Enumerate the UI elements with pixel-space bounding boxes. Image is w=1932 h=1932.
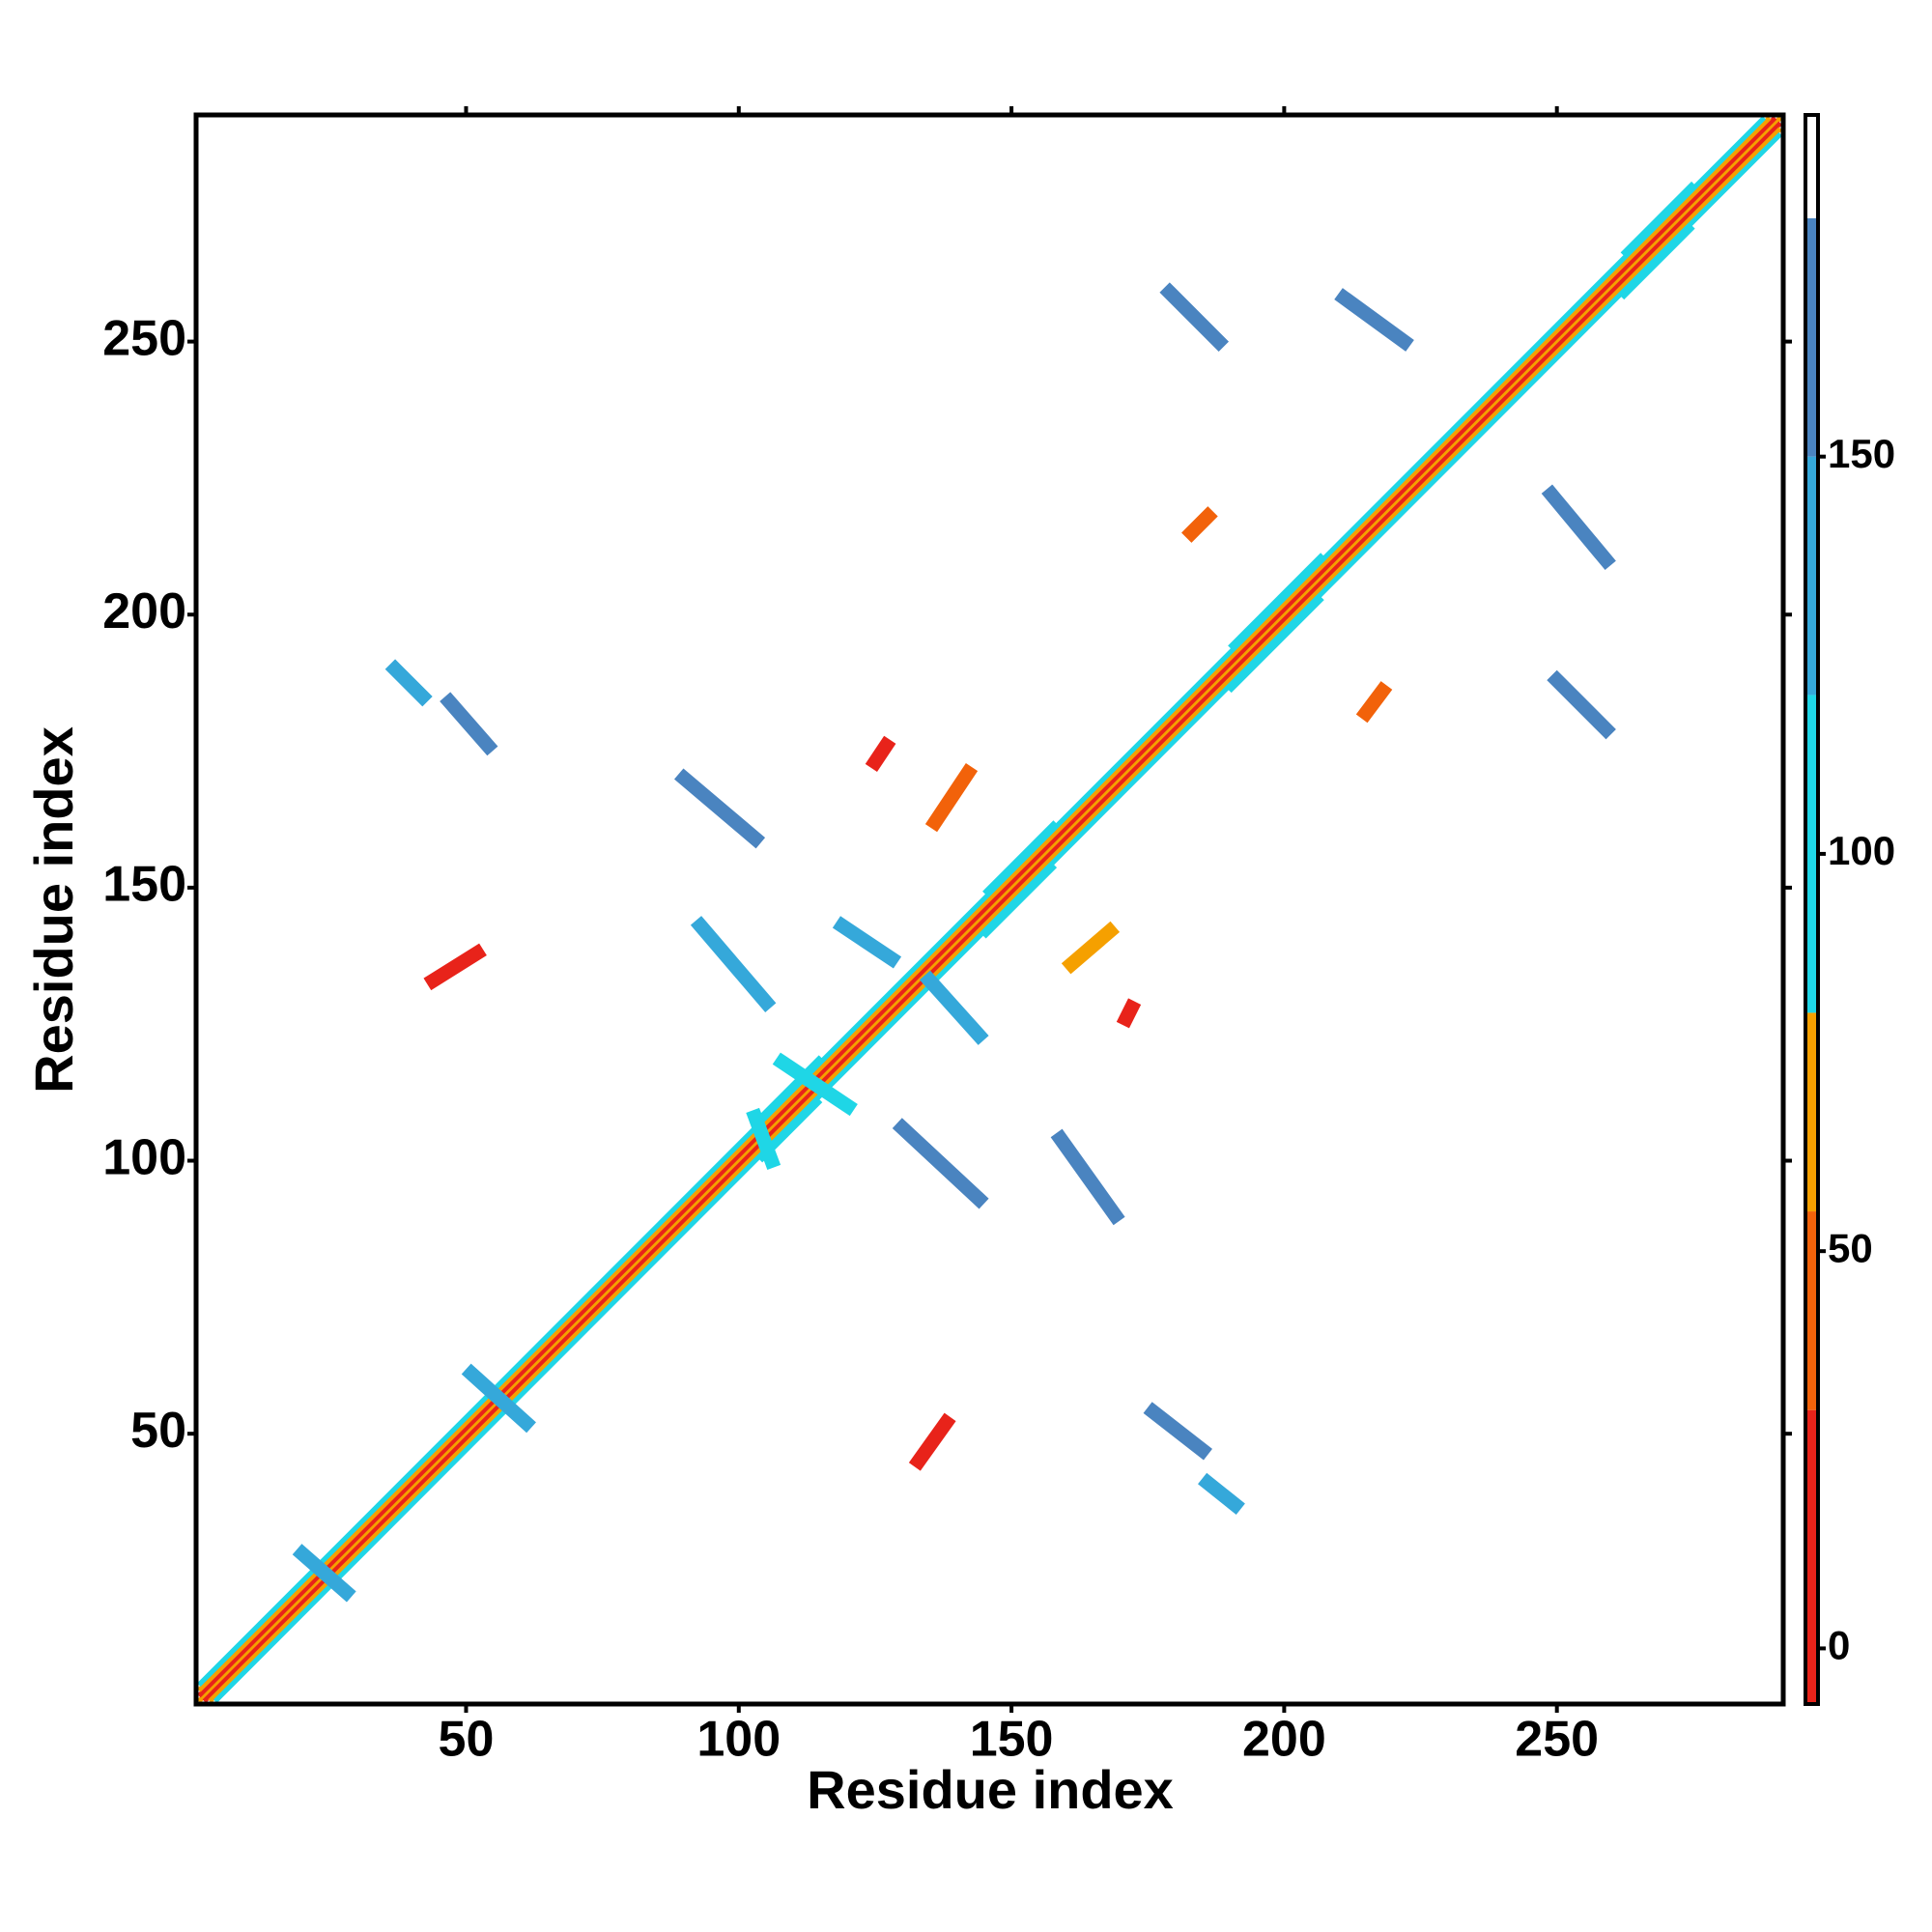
contact-streak xyxy=(920,970,989,1045)
x-tick-label: 250 xyxy=(1515,1712,1599,1768)
contact-streak xyxy=(924,762,979,833)
diagonal-band xyxy=(202,121,1782,1703)
diagonal-band xyxy=(758,1055,823,1120)
x-tick-label: 50 xyxy=(439,1712,495,1768)
contact-streak xyxy=(1116,998,1142,1029)
x-tick-label: 200 xyxy=(1242,1712,1326,1768)
y-tick-label: 150 xyxy=(102,857,186,913)
diagonal-band xyxy=(1620,225,1695,300)
x-tick-label: 150 xyxy=(970,1712,1054,1768)
diagonal-band xyxy=(197,116,1772,1692)
diagonal-band xyxy=(197,116,1777,1698)
colorbar-tick-label: 150 xyxy=(1828,431,1895,476)
contact-streak xyxy=(772,1052,858,1117)
x-axis-title: Residue index xyxy=(807,1759,1174,1820)
contact-streak xyxy=(832,916,902,969)
contact-streak xyxy=(461,1363,536,1434)
colorbar-tick-label: 50 xyxy=(1828,1225,1873,1270)
contact-streak xyxy=(423,943,487,991)
colorbar-frame xyxy=(1804,113,1820,1706)
colorbar-tick-label: 100 xyxy=(1828,828,1895,873)
contact-streak xyxy=(1355,681,1393,724)
contact-streak xyxy=(892,1118,989,1209)
contact-streak xyxy=(1547,669,1616,740)
y-tick-label: 200 xyxy=(102,583,186,639)
diagonal-band xyxy=(1620,181,1695,256)
diagonal-band xyxy=(213,131,1782,1703)
diagonal-band xyxy=(197,116,1767,1688)
contact-streak xyxy=(690,916,777,1012)
y-tick-label: 50 xyxy=(130,1403,186,1459)
contact-streak xyxy=(292,1544,356,1603)
contact-streak xyxy=(1050,1128,1125,1226)
contact-streak xyxy=(384,659,433,707)
plot-frame xyxy=(193,112,1786,1707)
contact-streak xyxy=(1198,1472,1245,1515)
contact-streak xyxy=(1181,506,1218,543)
diagonal-band xyxy=(982,820,1058,895)
contact-streak xyxy=(1143,1402,1212,1461)
colorbar-band xyxy=(1805,1409,1818,1704)
diagonal-band xyxy=(982,864,1058,939)
diagonal-band xyxy=(208,127,1782,1703)
contact-streak xyxy=(1541,484,1616,571)
contact-streak xyxy=(865,735,896,773)
contact-streak xyxy=(1159,282,1230,352)
colorbar-band xyxy=(1805,1012,1818,1212)
diagonal-band xyxy=(197,116,1782,1703)
colorbar-band xyxy=(1805,456,1818,696)
contact-streak xyxy=(908,1412,956,1471)
y-tick-label: 100 xyxy=(102,1129,186,1185)
contact-streak xyxy=(1334,288,1414,352)
diagonal-band xyxy=(1228,553,1324,649)
colorbar-band xyxy=(1805,1211,1818,1410)
colorbar-band xyxy=(1805,217,1818,457)
contact-streak xyxy=(440,692,498,756)
contact-streak xyxy=(746,1107,781,1170)
contact-streak xyxy=(1061,921,1121,975)
colorbar-band xyxy=(1805,115,1818,218)
diagonal-band xyxy=(1228,596,1324,694)
y-tick-label: 250 xyxy=(102,310,186,366)
y-axis-title: Residue index xyxy=(23,726,84,1094)
colorbar-band xyxy=(1805,695,1818,1013)
x-tick-label: 100 xyxy=(696,1712,781,1768)
contact-streak xyxy=(673,768,766,849)
colorbar-tick-label: 0 xyxy=(1828,1623,1850,1668)
